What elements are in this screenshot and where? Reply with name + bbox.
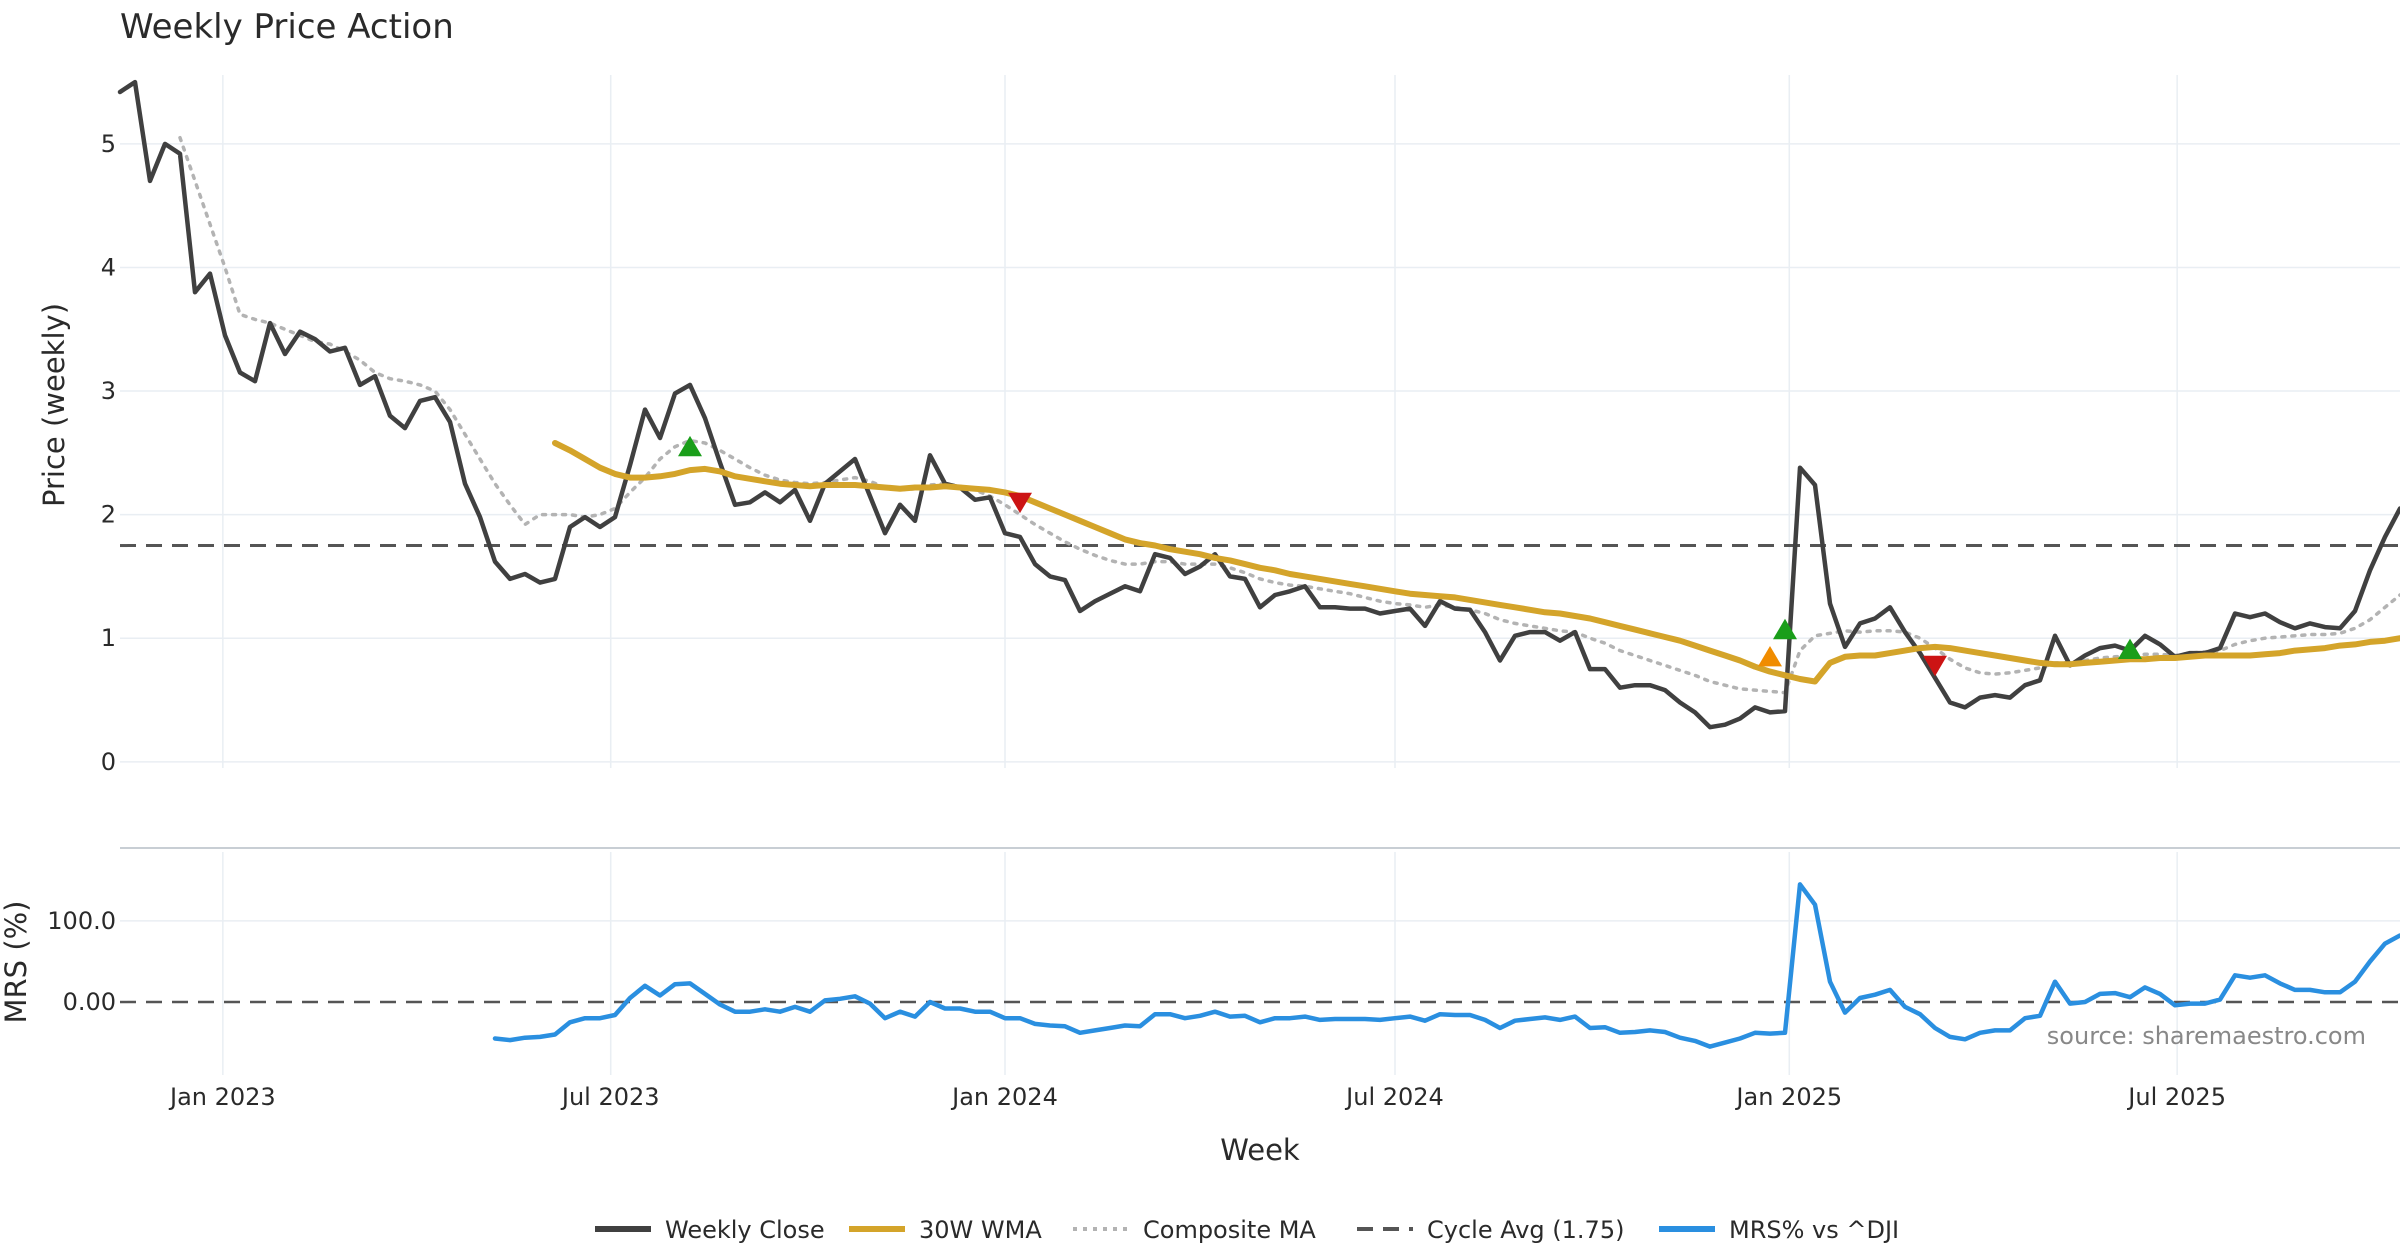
series-30w-wma <box>552 440 2400 685</box>
legend-label: Weekly Close <box>665 1216 825 1244</box>
y-tick-label: 0 <box>101 748 116 776</box>
price-y-ticks: 0 1 2 3 4 5 <box>101 130 116 776</box>
legend-label: MRS% vs ^DJI <box>1729 1216 1899 1244</box>
x-tick-label: Jan 2023 <box>168 1083 276 1111</box>
buy-signal-marker <box>678 435 702 457</box>
mrs-panel-grid <box>120 852 2400 1075</box>
legend-label: Composite MA <box>1143 1216 1316 1244</box>
buy-signal-marker <box>1773 618 1797 640</box>
chart-title: Weekly Price Action <box>120 7 454 47</box>
price-y-axis-title: Price (weekly) <box>37 303 71 507</box>
alert-signal-marker <box>1758 646 1782 667</box>
series-mrs-vs-dji <box>492 882 2400 1049</box>
sell-signal-marker <box>1923 655 1947 677</box>
legend-label: Cycle Avg (1.75) <box>1427 1216 1624 1244</box>
y-tick-label: 3 <box>101 377 116 405</box>
y-tick-label: 2 <box>101 501 116 529</box>
mrs-y-ticks: 0.00 100.0 <box>47 907 116 1016</box>
y-tick-label: 4 <box>101 253 116 281</box>
series-composite-ma <box>178 135 2400 695</box>
price-panel-grid <box>120 75 2400 768</box>
source-note: source: sharemaestro.com <box>2047 1022 2366 1050</box>
mrs-y-axis-title: MRS (%) <box>0 901 33 1024</box>
x-tick-label: Jan 2025 <box>1734 1083 1842 1111</box>
sell-signal-marker <box>1008 492 1032 514</box>
legend: Weekly Close 30W WMA Composite MA Cycle Avg… <box>595 1216 1899 1244</box>
x-tick-label: Jan 2024 <box>950 1083 1058 1111</box>
y-tick-label: 100.0 <box>47 907 116 935</box>
x-ticks: Jan 2023 Jul 2023 Jan 2024 Jul 2024 Jan 2025… <box>168 1083 2226 1111</box>
y-tick-label: 5 <box>101 130 116 158</box>
y-tick-label: 0.00 <box>63 988 116 1016</box>
x-axis-title: Week <box>1220 1133 1300 1167</box>
series-weekly-close <box>117 79 2400 730</box>
signals-layer <box>678 435 2142 677</box>
buy-signal-marker <box>2118 638 2142 659</box>
legend-label: 30W WMA <box>919 1216 1042 1244</box>
y-tick-label: 1 <box>101 624 116 652</box>
series-layer <box>117 79 2400 1049</box>
x-tick-label: Jul 2024 <box>1344 1083 1444 1111</box>
x-tick-label: Jul 2023 <box>560 1083 660 1111</box>
x-tick-label: Jul 2025 <box>2126 1083 2226 1111</box>
